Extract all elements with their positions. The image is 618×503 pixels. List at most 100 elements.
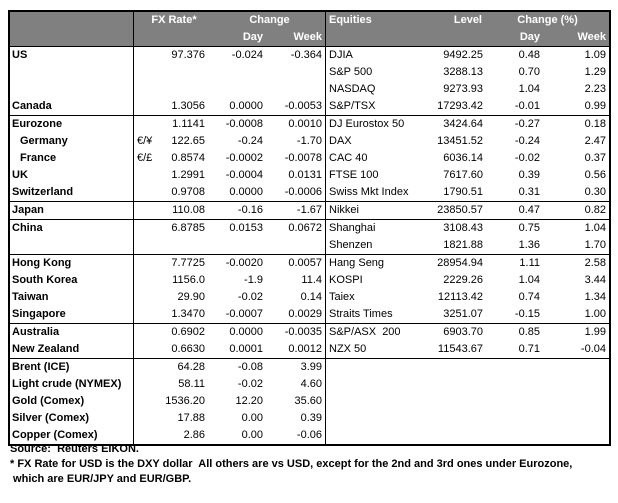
fx-change-day: 12.20 <box>235 395 263 407</box>
fx-change-week: 0.0012 <box>288 343 322 355</box>
header-spacer-rate <box>164 29 208 46</box>
equity-level: 3251.07 <box>443 308 483 320</box>
fx-pair-symbol <box>134 393 164 410</box>
footnotes: Source: Reuters EIKON. * FX Rate for USD… <box>10 442 572 487</box>
fx-change-week: -1.70 <box>296 135 322 147</box>
equity-change-week: 0.56 <box>584 169 606 181</box>
equity-level: 9273.93 <box>443 83 483 95</box>
fx-change-day: 0.0000 <box>229 100 263 112</box>
equity-change-week: 0.82 <box>584 204 606 216</box>
fx-rate-value: 64.28 <box>177 361 205 373</box>
equity-change-day: 0.85 <box>518 326 540 338</box>
equity-change-day: 1.04 <box>518 274 540 286</box>
fx-change-week: 3.99 <box>300 361 322 373</box>
equity-change-week: 0.99 <box>584 100 606 112</box>
fx-country-label: Copper (Comex) <box>10 427 134 444</box>
equity-change-week: 1.70 <box>584 239 606 251</box>
equity-level: 11543.67 <box>437 343 483 355</box>
table-row: New Zealand 0.6630 0.0001 0.0012 NZX 50 … <box>10 341 609 358</box>
fx-change-day: 0.00 <box>241 412 263 424</box>
fx-rate-value: 58.11 <box>178 378 205 390</box>
fx-change-week: 0.0057 <box>288 257 322 269</box>
fx-rate-value <box>164 64 208 81</box>
equity-change-week: -0.04 <box>580 343 606 355</box>
fx-country-label: Australia <box>10 324 134 341</box>
fx-change-week <box>266 237 325 254</box>
equity-label: S&P/ASX 200 <box>325 324 422 341</box>
equity-level: 7617.60 <box>443 169 483 181</box>
fx-change-day: 0.0153 <box>229 222 263 234</box>
fx-pair-symbol <box>134 272 164 289</box>
fx-rate-value <box>164 81 208 98</box>
fx-change-week <box>266 64 325 81</box>
equity-level: 1821.88 <box>443 239 483 251</box>
equity-label: Swiss Mkt Index <box>325 184 422 201</box>
table-row: Switzerland 0.9708 0.0000 -0.0006 Swiss … <box>10 184 609 201</box>
fx-country-label: France <box>10 150 134 167</box>
fx-change-week: 4.60 <box>300 378 322 390</box>
equity-label <box>325 376 422 393</box>
equity-level: 6903.70 <box>443 326 483 338</box>
fx-pair-symbol <box>134 410 164 427</box>
fx-change-week: 0.14 <box>300 291 322 303</box>
header-row-bottom: Day Week Day Week <box>10 29 609 46</box>
fx-country-label: Switzerland <box>10 184 134 201</box>
equity-change-day <box>486 376 543 393</box>
table-row: Hong Kong 7.7725 -0.0020 0.0057 Hang Sen… <box>10 254 609 272</box>
fx-rate-value: 1.2991 <box>171 169 205 181</box>
fx-rate-value: 1156.0 <box>172 274 205 286</box>
table-row: NASDAQ 9273.93 1.04 2.23 <box>10 81 609 98</box>
fx-pair-symbol <box>134 289 164 306</box>
fx-rate-value: 97.376 <box>171 49 205 61</box>
fx-change-week: 0.0672 <box>288 222 322 234</box>
fx-country-label <box>10 237 134 254</box>
equity-level: 13451.52 <box>437 135 483 147</box>
fx-change-week: -0.364 <box>290 49 322 61</box>
equity-change-day: 0.74 <box>518 291 540 303</box>
table-row: South Korea 1156.0 -1.9 11.4 KOSPI 2229.… <box>10 272 609 289</box>
header-equities: Equities <box>325 12 422 29</box>
table-row: Japan 110.08 -0.16 -1.67 Nikkei 23850.57… <box>10 201 609 219</box>
fx-country-label: Japan <box>10 202 134 219</box>
equity-change-week <box>543 376 609 393</box>
fx-change-week: -0.0053 <box>284 100 322 112</box>
fx-change-day: -0.02 <box>237 291 263 303</box>
fx-pair-symbol <box>134 167 164 184</box>
table-body: US 97.376 -0.024 -0.364 DJIA 9492.25 0.4… <box>10 47 609 444</box>
equity-change-week: 2.58 <box>584 257 606 269</box>
table-row: UK 1.2991 -0.0004 0.0131 FTSE 100 7617.6… <box>10 167 609 184</box>
header-spacer-level <box>422 29 486 46</box>
fx-change-day <box>208 81 266 98</box>
equity-level: 3288.13 <box>443 66 483 78</box>
fx-change-day: 0.0001 <box>229 343 263 355</box>
fx-pair-symbol <box>134 81 164 98</box>
equity-change-day: 0.31 <box>518 186 540 198</box>
equity-label <box>325 427 422 444</box>
equity-level <box>422 393 486 410</box>
table-row: S&P 500 3288.13 0.70 1.29 <box>10 64 609 81</box>
equity-label: DAX <box>325 133 422 150</box>
equity-change-day: -0.15 <box>514 308 540 320</box>
fx-note-line2: which are EUR/JPY and EUR/GBP. <box>10 473 192 485</box>
equity-label <box>325 393 422 410</box>
fx-rate-value <box>164 237 208 254</box>
table-row: Brent (ICE) 64.28 -0.08 3.99 <box>10 358 609 376</box>
equity-level: 1790.51 <box>443 186 483 198</box>
fx-change-day: -0.24 <box>237 135 263 147</box>
fx-country-label: Canada <box>10 98 134 115</box>
fx-rate-value: 7.7725 <box>171 257 205 269</box>
fx-country-label: New Zealand <box>10 341 134 358</box>
fx-change-day: -0.0008 <box>225 118 263 130</box>
fx-change-day: -1.9 <box>244 274 263 286</box>
equity-level: 3108.43 <box>443 222 483 234</box>
equity-change-week <box>543 410 609 427</box>
equity-level <box>422 359 486 376</box>
header-fx-week: Week <box>293 31 322 43</box>
equity-change-day: -0.27 <box>514 118 540 130</box>
equity-change-day <box>486 393 543 410</box>
header-eq-day: Day <box>519 31 540 43</box>
fx-rate-value: 29.90 <box>177 291 205 303</box>
equity-label: Shanghai <box>325 220 422 237</box>
fx-rate-value: 0.6902 <box>171 326 205 338</box>
table-row: Taiwan 29.90 -0.02 0.14 Taiex 12113.42 0… <box>10 289 609 306</box>
